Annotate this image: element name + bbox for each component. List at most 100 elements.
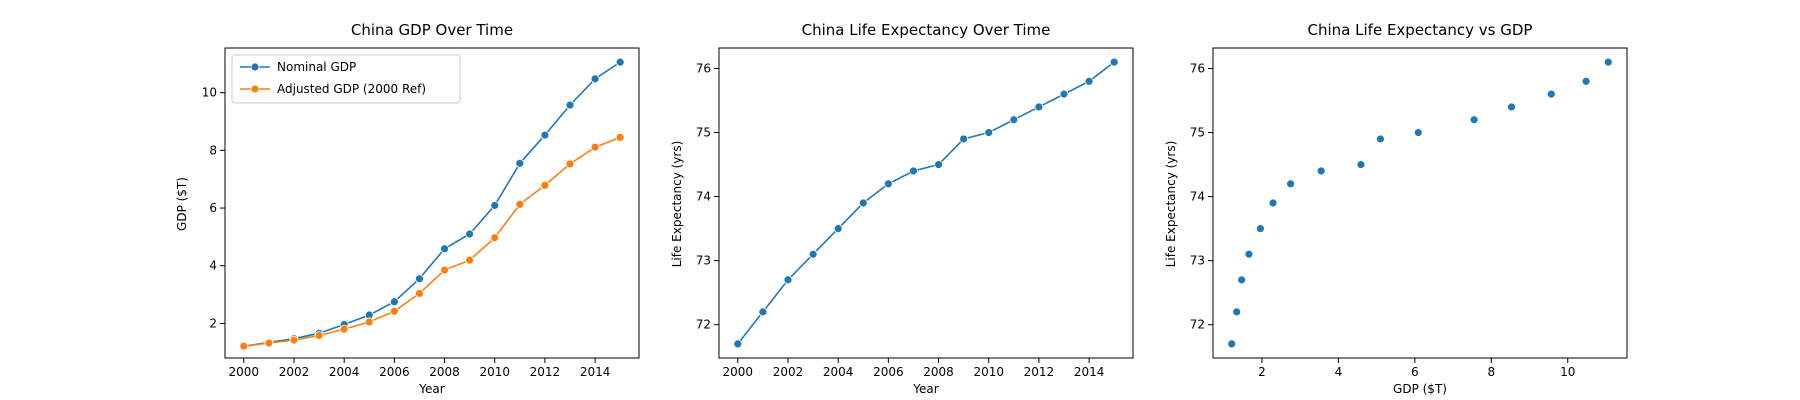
data-point — [540, 130, 550, 140]
data-point — [1316, 166, 1326, 176]
data-point — [415, 288, 424, 298]
data-point — [565, 159, 575, 169]
legend-label-nominal-gdp: Nominal GDP — [277, 60, 356, 74]
plot-frame — [1212, 47, 1628, 359]
x-tick-label: 2004 — [329, 365, 360, 379]
data-point — [1227, 339, 1237, 349]
axis-ticks: 2000 2002 2004 2006 2008 2010 2012 2014 72 73 74 75… — [696, 61, 1105, 379]
data-point — [339, 324, 349, 334]
data-point — [1034, 102, 1044, 112]
y-tick-label: 72 — [1190, 318, 1205, 332]
plot-frame — [718, 47, 1134, 359]
y-tick-label: 10 — [202, 86, 217, 100]
data-point — [1256, 224, 1265, 234]
data-point — [540, 180, 550, 190]
y-tick-label: 74 — [1190, 190, 1205, 204]
series-line — [243, 61, 621, 347]
y-axis-label: Life Expectancy (yrs) — [1164, 141, 1178, 268]
x-tick-label: 2010 — [479, 365, 510, 379]
data-point — [590, 142, 600, 152]
data-point — [1413, 128, 1423, 137]
axis-ticks: 2000 2002 2004 2006 2008 2010 2012 2014 2 4 6 8 10 — [202, 86, 611, 379]
data-point — [515, 158, 525, 168]
series-line — [737, 61, 1115, 345]
x-tick-label: 2002 — [279, 365, 310, 379]
legend-label-adjusted-gdp: Adjusted GDP (2000 Ref) — [277, 82, 426, 96]
data-point — [415, 274, 424, 284]
data-point — [490, 201, 500, 210]
data-point — [733, 339, 743, 349]
chart-gdp-over-time: China GDP Over Time Year GDP ($T) 2000 20… — [175, 21, 640, 396]
x-tick-label: 2010 — [973, 365, 1004, 379]
legend-box — [231, 54, 461, 104]
y-tick-label: 73 — [1190, 254, 1205, 268]
y-tick-label: 8 — [209, 143, 217, 157]
x-tick-label: 2008 — [923, 365, 954, 379]
y-tick-label: 74 — [696, 190, 711, 204]
data-point — [1084, 76, 1094, 86]
legend-marker-adjusted-gdp — [250, 84, 260, 94]
data-point — [389, 306, 399, 316]
x-axis-label: GDP ($T) — [1393, 382, 1447, 396]
legend: Nominal GDP Adjusted GDP (2000 Ref) — [231, 54, 461, 104]
x-tick-label: 6 — [1411, 365, 1419, 379]
data-point — [239, 341, 249, 351]
data-point — [515, 199, 525, 209]
y-tick-label: 73 — [696, 254, 711, 268]
data-point — [934, 160, 943, 169]
x-axis-label: Year — [912, 382, 938, 396]
data-point — [590, 74, 600, 84]
data-point — [1469, 115, 1479, 125]
data-point — [909, 166, 918, 176]
x-tick-label: 8 — [1487, 365, 1495, 379]
data-point — [465, 229, 475, 239]
y-tick-label: 76 — [1190, 61, 1205, 75]
x-tick-label: 2004 — [823, 365, 854, 379]
x-tick-label: 2000 — [229, 365, 260, 379]
series-line — [243, 136, 621, 347]
x-tick-label: 2006 — [379, 365, 410, 379]
data-point — [1244, 249, 1254, 259]
data-point — [1376, 134, 1385, 144]
data-point — [364, 317, 374, 327]
data-point — [1507, 102, 1516, 112]
data-point — [883, 179, 893, 189]
y-tick-label: 6 — [209, 201, 217, 215]
x-tick-label: 10 — [1560, 365, 1575, 379]
plot-marks — [239, 57, 625, 351]
data-point — [440, 265, 449, 275]
x-tick-label: 2008 — [429, 365, 460, 379]
plot-marks — [1227, 57, 1613, 349]
data-point — [314, 331, 324, 340]
plot-frame — [224, 47, 640, 359]
y-axis-label: GDP ($T) — [175, 177, 189, 231]
data-point — [1237, 275, 1247, 285]
data-point — [565, 100, 575, 110]
data-point — [490, 233, 500, 243]
data-point — [1581, 76, 1591, 86]
data-point — [1059, 89, 1069, 99]
x-tick-label: 2012 — [1024, 365, 1055, 379]
y-tick-label: 75 — [1190, 126, 1205, 140]
data-point — [783, 275, 793, 285]
x-tick-label: 2014 — [1074, 365, 1105, 379]
data-point — [440, 244, 449, 254]
x-tick-label: 2012 — [530, 365, 561, 379]
chart-title: China GDP Over Time — [351, 21, 513, 39]
axis-ticks: 2 4 6 8 10 72 73 74 75 76 — [1190, 61, 1576, 379]
legend-marker-nominal-gdp — [250, 62, 260, 72]
data-point — [615, 132, 625, 142]
data-point — [1232, 307, 1242, 317]
data-point — [1109, 57, 1119, 67]
data-point — [264, 338, 274, 348]
x-axis-label: Year — [418, 382, 444, 396]
data-point — [1603, 57, 1613, 67]
chart-title: China Life Expectancy Over Time — [802, 21, 1051, 39]
y-tick-label: 2 — [209, 316, 217, 330]
data-point — [289, 335, 299, 345]
data-point — [1356, 160, 1366, 169]
data-point — [758, 307, 768, 317]
data-point — [389, 297, 399, 307]
data-point — [984, 128, 994, 137]
